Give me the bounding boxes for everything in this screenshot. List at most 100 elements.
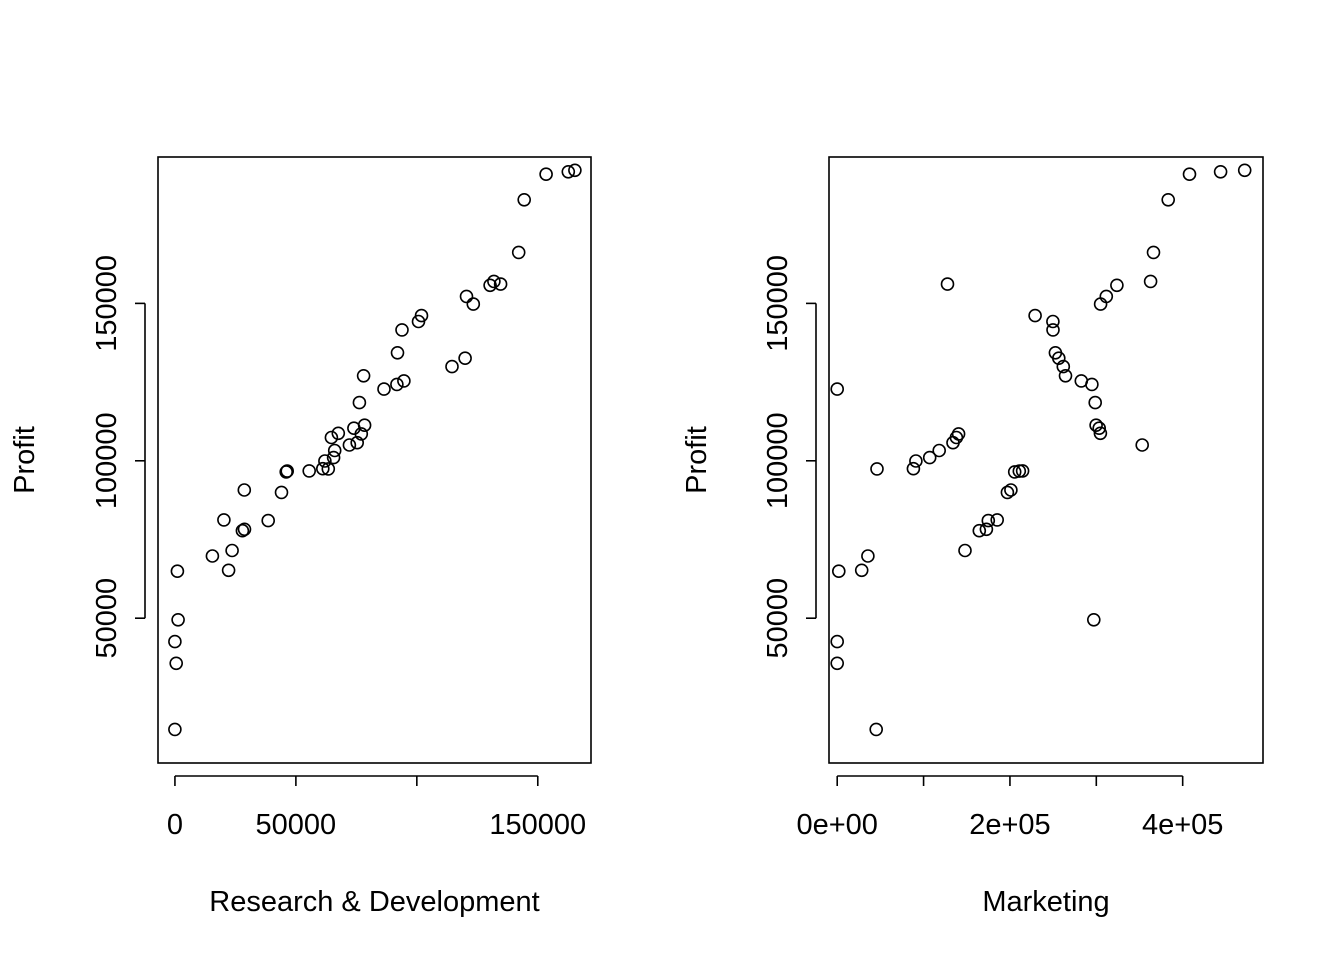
marketing-vs-profit-panel: 0e+00 2e+05 4e+05 50000 100000 150000 Market… xyxy=(681,156,1264,918)
data-point xyxy=(1093,426,1108,441)
data-point xyxy=(854,563,869,578)
data-point xyxy=(1213,165,1228,179)
data-point xyxy=(217,513,231,527)
y-axis: 50000 100000 150000 xyxy=(91,255,146,659)
data-point xyxy=(561,165,576,179)
data-point xyxy=(1089,418,1103,433)
data-point xyxy=(870,462,884,476)
data-point xyxy=(511,245,526,260)
data-point xyxy=(922,450,937,465)
x-axis-label: Research & Development xyxy=(209,886,539,918)
data-point xyxy=(221,563,236,578)
data-point xyxy=(990,513,1005,527)
data-point xyxy=(225,543,239,558)
data-point xyxy=(331,426,346,441)
data-point xyxy=(1143,274,1158,289)
data-point xyxy=(321,462,336,476)
data-point xyxy=(568,163,582,178)
rd-vs-profit-panel: 0 50000 150000 50000 100000 150000 Research … xyxy=(9,156,592,918)
data-point xyxy=(1085,377,1099,392)
data-point xyxy=(205,549,220,563)
data-point xyxy=(1146,245,1161,260)
data-point xyxy=(1052,351,1066,366)
data-point xyxy=(318,454,332,468)
data-point xyxy=(830,634,845,649)
data-point xyxy=(350,435,365,450)
data-point xyxy=(327,443,342,458)
y-tick-label: 150000 xyxy=(91,255,123,352)
y-axis: 50000 100000 150000 xyxy=(762,255,817,659)
data-point xyxy=(1056,359,1071,374)
x-tick-label: 150000 xyxy=(489,809,586,841)
data-point xyxy=(168,722,182,737)
data-point xyxy=(1012,464,1027,478)
data-point xyxy=(352,395,367,410)
plot-frame xyxy=(157,156,592,764)
data-point xyxy=(831,564,846,579)
data-point xyxy=(539,167,553,181)
data-point xyxy=(906,461,921,476)
y-tick-label: 50000 xyxy=(762,578,794,659)
data-point xyxy=(958,543,972,558)
data-point xyxy=(390,377,404,392)
data-point xyxy=(237,522,252,537)
data-point xyxy=(458,351,472,366)
data-point xyxy=(830,382,845,396)
data-point xyxy=(354,427,369,441)
data-point xyxy=(1046,314,1060,329)
data-point xyxy=(237,483,252,497)
x-tick-label: 0e+00 xyxy=(796,809,877,841)
data-point xyxy=(171,612,185,627)
data-point xyxy=(1058,368,1073,383)
data-point xyxy=(487,274,501,289)
data-point xyxy=(946,435,960,450)
data-point xyxy=(1088,395,1102,410)
data-points xyxy=(168,163,582,737)
data-point xyxy=(830,656,845,671)
data-point xyxy=(1237,163,1252,178)
data-point xyxy=(861,549,875,563)
data-point xyxy=(342,438,357,452)
x-axis: 0e+00 2e+05 4e+05 xyxy=(796,775,1223,841)
data-point xyxy=(390,345,405,360)
data-point xyxy=(324,430,339,445)
data-point xyxy=(356,368,371,383)
data-point xyxy=(445,359,459,374)
data-point xyxy=(411,314,426,329)
x-axis: 0 50000 150000 xyxy=(167,775,586,841)
data-point xyxy=(397,374,411,388)
data-point xyxy=(326,450,341,465)
data-point xyxy=(1046,323,1060,337)
y-tick-label: 100000 xyxy=(762,412,794,509)
data-point xyxy=(979,522,994,537)
data-point xyxy=(1093,297,1108,311)
data-points xyxy=(830,163,1252,737)
data-point xyxy=(377,382,391,396)
y-axis-label: Profit xyxy=(681,426,713,494)
data-point xyxy=(1087,612,1101,627)
data-point xyxy=(168,634,182,649)
data-point xyxy=(274,485,289,500)
x-tick-label: 0 xyxy=(167,809,183,841)
data-point xyxy=(869,722,884,737)
x-axis-label: Marketing xyxy=(982,886,1109,918)
data-point xyxy=(517,193,532,207)
data-point xyxy=(395,323,409,337)
data-point xyxy=(483,278,497,293)
x-tick-label: 2e+05 xyxy=(969,809,1050,841)
data-point xyxy=(261,513,276,528)
data-point xyxy=(1135,438,1149,452)
y-tick-label: 100000 xyxy=(91,412,123,509)
data-point xyxy=(940,277,955,291)
data-point xyxy=(1028,308,1042,323)
data-point xyxy=(909,454,923,468)
data-point xyxy=(1182,167,1197,181)
data-point xyxy=(981,513,996,528)
data-point xyxy=(235,523,250,538)
data-point xyxy=(1161,193,1175,207)
data-point xyxy=(1004,483,1018,497)
data-point xyxy=(170,564,185,579)
y-axis-label: Profit xyxy=(9,426,41,494)
plot-frame xyxy=(828,156,1264,764)
